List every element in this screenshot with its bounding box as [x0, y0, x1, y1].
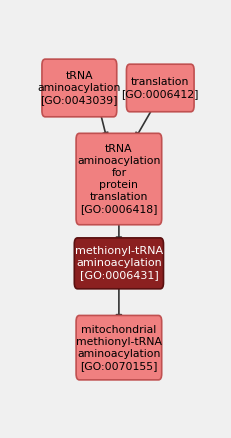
FancyBboxPatch shape: [76, 315, 161, 380]
Text: mitochondrial
methionyl-tRNA
aminoacylation
[GO:0070155]: mitochondrial methionyl-tRNA aminoacylat…: [76, 325, 161, 371]
Text: methionyl-tRNA
aminoacylation
[GO:0006431]: methionyl-tRNA aminoacylation [GO:000643…: [75, 246, 162, 280]
FancyBboxPatch shape: [42, 59, 116, 117]
Text: translation
[GO:0006412]: translation [GO:0006412]: [121, 77, 198, 99]
FancyBboxPatch shape: [126, 64, 193, 112]
Text: tRNA
aminoacylation
[GO:0043039]: tRNA aminoacylation [GO:0043039]: [37, 71, 121, 105]
Text: tRNA
aminoacylation
for
protein
translation
[GO:0006418]: tRNA aminoacylation for protein translat…: [77, 144, 160, 214]
FancyBboxPatch shape: [76, 133, 161, 225]
FancyBboxPatch shape: [74, 238, 163, 289]
